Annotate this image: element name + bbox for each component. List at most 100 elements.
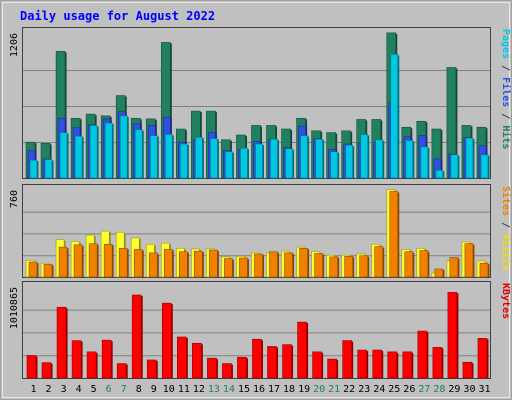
bar-kbytes-day-5	[86, 351, 98, 379]
bar-kbytes-day-25-fill	[387, 351, 398, 379]
bar-kbytes-day-29	[447, 292, 459, 379]
bar-kbytes-day-26-fill	[402, 351, 413, 379]
axis-legend-segment-pages-files-hits-3: /	[500, 107, 511, 125]
bar-kbytes-day-30	[462, 361, 474, 379]
bar-sites-day-24	[374, 246, 385, 278]
bar-sites-day-1	[28, 261, 39, 278]
x-tick-label-day-23: 23	[358, 384, 370, 395]
bar-pages-day-27-fill	[420, 146, 429, 179]
bar-pages-day-5-fill	[89, 125, 98, 179]
bar-kbytes-day-22	[342, 340, 354, 379]
y-tick-label-pages-files-hits: 1206	[9, 33, 20, 57]
x-tick-label-day-6: 6	[106, 384, 112, 395]
bar-pages-day-2-fill	[44, 159, 53, 179]
bar-kbytes-day-14-fill	[222, 363, 232, 379]
x-tick-label-day-7: 7	[121, 384, 127, 395]
bar-pages-day-27	[420, 146, 430, 179]
bar-kbytes-day-4-fill	[71, 340, 82, 379]
bar-sites-day-10	[163, 249, 174, 278]
bar-sites-day-26	[404, 251, 415, 278]
bar-kbytes-day-7	[116, 363, 128, 379]
bar-kbytes-day-9	[146, 359, 158, 379]
bar-pages-day-19	[300, 135, 310, 179]
bar-sites-day-3-fill	[58, 246, 68, 278]
bar-sites-day-20	[314, 253, 325, 278]
bar-pages-day-18-fill	[285, 148, 293, 179]
bar-kbytes-day-28	[432, 347, 444, 379]
bar-kbytes-day-23	[357, 349, 369, 379]
bar-pages-day-24	[375, 139, 385, 179]
bar-kbytes-day-10	[161, 302, 173, 379]
bar-pages-day-10-fill	[164, 134, 173, 179]
axis-legend-segment-pages-files-hits-2: Files	[500, 77, 512, 107]
bar-sites-day-31-fill	[479, 262, 489, 278]
bar-kbytes-day-3-fill	[56, 306, 67, 379]
x-tick-label-day-3: 3	[61, 384, 67, 395]
bar-kbytes-day-2-fill	[41, 362, 52, 379]
bar-kbytes-day-9-fill	[146, 359, 157, 379]
bar-kbytes-day-11	[177, 336, 188, 379]
axis-legend-segment-sites-visits-2: Visits	[500, 234, 512, 270]
bar-kbytes-day-16	[252, 338, 263, 379]
bar-kbytes-day-17-fill	[267, 346, 277, 379]
x-tick-label-day-21: 21	[328, 384, 340, 395]
bar-sites-day-16	[254, 253, 264, 278]
axis-legend-segment-pages-files-hits-0: Pages	[500, 29, 511, 59]
bar-pages-day-26-fill	[405, 140, 414, 179]
bar-kbytes-day-20	[312, 351, 324, 379]
bar-sites-day-17-fill	[269, 251, 278, 278]
bar-sites-day-19	[299, 248, 310, 278]
bar-pages-day-15-fill	[240, 147, 248, 179]
bar-sites-day-30	[464, 243, 475, 278]
x-tick-label-day-10: 10	[163, 384, 175, 395]
axis-legend-sites-visits: Sites / Visits	[500, 186, 512, 270]
bar-pages-day-20	[315, 138, 325, 179]
bar-kbytes-day-22-fill	[342, 340, 352, 379]
bar-pages-day-25-fill	[390, 54, 399, 179]
bar-pages-day-2	[44, 159, 54, 179]
x-tick-label-day-25: 25	[388, 384, 400, 395]
bar-kbytes-day-14	[222, 363, 233, 379]
bar-kbytes-day-13-fill	[207, 357, 217, 379]
bar-sites-day-23-fill	[359, 255, 369, 278]
bar-sites-day-4	[73, 244, 84, 278]
x-tick-label-day-28: 28	[433, 384, 445, 395]
bar-kbytes-day-28-fill	[432, 347, 443, 379]
bar-pages-day-23	[360, 134, 370, 179]
bar-sites-day-6	[103, 243, 114, 278]
bar-kbytes-day-27-fill	[417, 330, 428, 379]
bar-pages-day-12	[195, 137, 204, 179]
bar-sites-day-6-fill	[103, 243, 113, 278]
bar-sites-day-17	[269, 251, 280, 278]
bar-sites-day-7-fill	[118, 248, 128, 278]
y-tick-label-kbytes: 1010865	[9, 287, 20, 329]
bar-pages-day-31	[480, 154, 490, 179]
bar-pages-day-7-fill	[119, 115, 128, 179]
bar-sites-day-12	[194, 250, 204, 278]
bar-sites-day-15	[239, 257, 249, 278]
bar-sites-day-23	[359, 255, 370, 278]
bar-sites-day-5	[88, 243, 99, 278]
bar-pages-day-17-fill	[270, 138, 278, 179]
x-tick-label-day-15: 15	[238, 384, 250, 395]
bar-sites-day-13-fill	[209, 249, 218, 278]
bar-sites-day-14	[224, 258, 234, 278]
bar-pages-day-1-fill	[29, 159, 38, 179]
bar-sites-day-9	[148, 252, 159, 278]
bar-kbytes-day-8	[131, 294, 143, 379]
x-tick-label-day-12: 12	[193, 384, 205, 395]
bar-kbytes-day-21	[327, 358, 339, 379]
axis-legend-segment-sites-visits-0: Sites	[500, 186, 512, 216]
bar-sites-day-30-fill	[464, 243, 474, 278]
bar-kbytes-day-20-fill	[312, 351, 322, 379]
bar-sites-day-24-fill	[374, 246, 384, 278]
bar-kbytes-day-6	[101, 339, 113, 379]
x-tick-label-day-16: 16	[253, 384, 265, 395]
x-tick-label-day-14: 14	[223, 384, 235, 395]
bar-sites-day-25-fill	[389, 191, 399, 278]
bar-kbytes-day-21-fill	[327, 358, 337, 379]
bar-pages-day-5	[89, 125, 99, 179]
bar-sites-day-2	[43, 264, 54, 278]
bar-sites-day-18	[284, 252, 295, 278]
